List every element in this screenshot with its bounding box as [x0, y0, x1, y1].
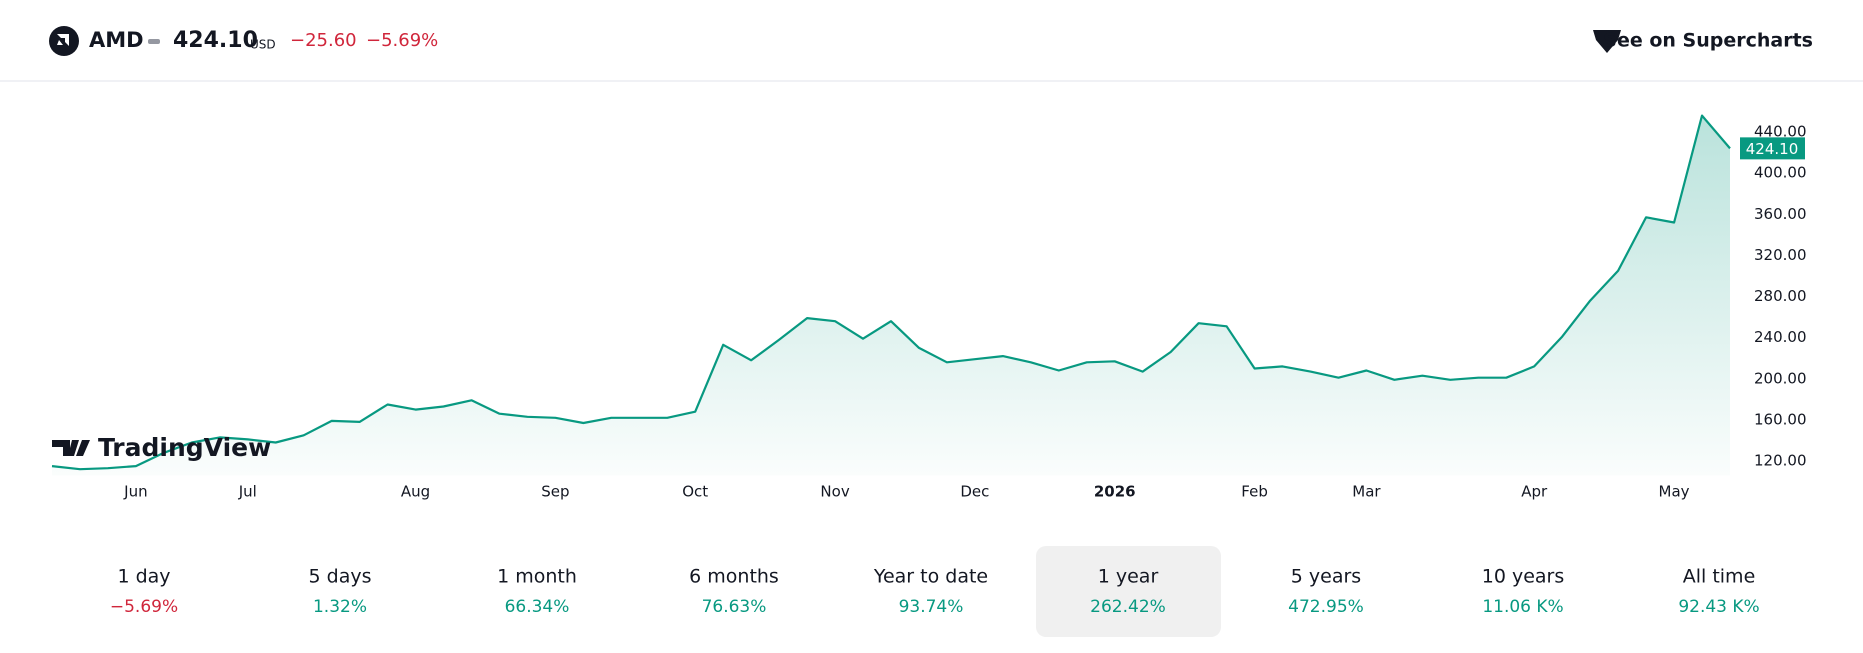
last-price-tag — [1740, 137, 1805, 160]
x-tick-label: Feb — [1241, 483, 1268, 501]
brand-name: TradingView — [98, 433, 271, 462]
symbol-logo — [49, 26, 79, 56]
plot: 120.00 160.00 200.00 240.00 280.00 320.00 360.… — [51, 114, 1807, 501]
change-percent: −5.69% — [366, 30, 438, 51]
y-tick-label: 360.00 — [1754, 205, 1807, 223]
period-change[interactable]: 66.34% — [505, 597, 570, 617]
symbol: AMD — [89, 28, 144, 52]
brand: TradingView — [52, 433, 271, 462]
supercharts-icon[interactable] — [1593, 30, 1621, 53]
period-label[interactable]: 5 days — [309, 566, 372, 588]
x-tick-label: Dec — [960, 483, 989, 501]
x-tick-label: Jun — [123, 483, 147, 501]
x-tick-label: Sep — [541, 483, 569, 501]
brand-icon — [52, 440, 90, 456]
period-label[interactable]: 6 months — [689, 566, 779, 588]
price: 424.10 — [173, 28, 258, 53]
period-label[interactable]: 5 years — [1291, 566, 1361, 588]
price-line — [51, 114, 1731, 471]
y-tick-label: 440.00 — [1754, 123, 1807, 141]
period-change[interactable]: 262.42% — [1090, 597, 1166, 617]
y-tick-label: 120.00 — [1754, 452, 1807, 470]
supercharts-link[interactable]: See on Supercharts — [1603, 30, 1813, 52]
period-label[interactable]: 1 year — [1098, 566, 1159, 588]
x-tick-label: 2026 — [1094, 483, 1136, 501]
y-tick-label: 280.00 — [1754, 287, 1807, 305]
period-change[interactable]: 93.74% — [899, 597, 964, 617]
x-tick-label: May — [1659, 483, 1690, 501]
header: AMD 424.10 USD −25.60 −5.69% See on Supe… — [0, 26, 1863, 82]
y-tick-label: 200.00 — [1754, 369, 1807, 387]
period-label[interactable]: Year to date — [873, 566, 988, 588]
period-change[interactable]: 1.32% — [313, 597, 367, 617]
y-tick-label: 320.00 — [1754, 246, 1807, 264]
status-dot — [148, 39, 160, 44]
last-price-label: 424.10 — [1746, 140, 1799, 158]
period-change[interactable]: 92.43 K% — [1678, 597, 1759, 617]
period-label[interactable]: All time — [1683, 566, 1756, 588]
period-label[interactable]: 10 years — [1482, 566, 1565, 588]
period-label[interactable]: 1 month — [497, 566, 577, 588]
period-selected-bg — [1036, 546, 1221, 637]
x-tick-label: Mar — [1352, 483, 1381, 501]
logo-glyph — [57, 34, 69, 46]
area-fill — [52, 115, 1730, 476]
period-change[interactable]: 76.63% — [702, 597, 767, 617]
period-change[interactable]: −5.69% — [110, 597, 178, 617]
y-tick-label: 240.00 — [1754, 328, 1807, 346]
period-change[interactable]: 11.06 K% — [1482, 597, 1563, 617]
period-label[interactable]: 1 day — [117, 566, 170, 588]
x-tick-label: Jul — [238, 483, 257, 501]
period-bar: 1 day −5.69% 5 days 1.32% 1 month 66.34% 6 mon… — [110, 546, 1760, 637]
x-tick-label: Apr — [1521, 483, 1548, 501]
x-tick-label: Aug — [401, 483, 430, 501]
change: −25.60 — [290, 30, 357, 51]
y-tick-label: 160.00 — [1754, 410, 1807, 428]
x-tick-label: Oct — [682, 483, 708, 501]
y-tick-label: 400.00 — [1754, 164, 1807, 182]
x-tick-label: Nov — [820, 483, 849, 501]
period-change[interactable]: 472.95% — [1288, 597, 1364, 617]
currency: USD — [250, 38, 276, 52]
